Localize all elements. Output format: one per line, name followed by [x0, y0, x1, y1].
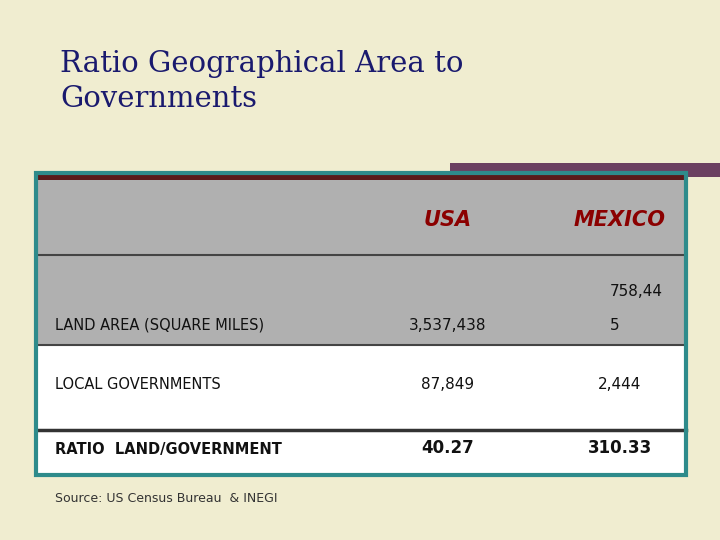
Text: 87,849: 87,849 [421, 377, 474, 392]
Bar [450, 163, 720, 177]
Text: 3,537,438: 3,537,438 [409, 318, 487, 333]
Bar [36, 430, 686, 475]
Text: MEXICO: MEXICO [574, 210, 666, 230]
Text: LAND AREA (SQUARE MILES): LAND AREA (SQUARE MILES) [55, 318, 264, 333]
Text: USA: USA [424, 210, 472, 230]
Text: RATIO  LAND/GOVERNMENT: RATIO LAND/GOVERNMENT [55, 442, 282, 457]
Text: 40.27: 40.27 [422, 439, 474, 457]
Bar [36, 173, 686, 255]
Text: Ratio Geographical Area to: Ratio Geographical Area to [60, 50, 464, 78]
Bar [36, 345, 686, 430]
Text: Governments: Governments [60, 85, 257, 113]
Bar [36, 173, 686, 180]
Text: Source: US Census Bureau  & INEGI: Source: US Census Bureau & INEGI [55, 491, 277, 504]
Bar [36, 255, 686, 345]
Text: 2,444: 2,444 [598, 377, 642, 392]
Text: 310.33: 310.33 [588, 439, 652, 457]
Bar [36, 173, 686, 475]
Text: LOCAL GOVERNMENTS: LOCAL GOVERNMENTS [55, 377, 221, 392]
Bar [36, 173, 686, 475]
Text: 758,44: 758,44 [610, 285, 663, 300]
Text: 5: 5 [610, 318, 620, 333]
